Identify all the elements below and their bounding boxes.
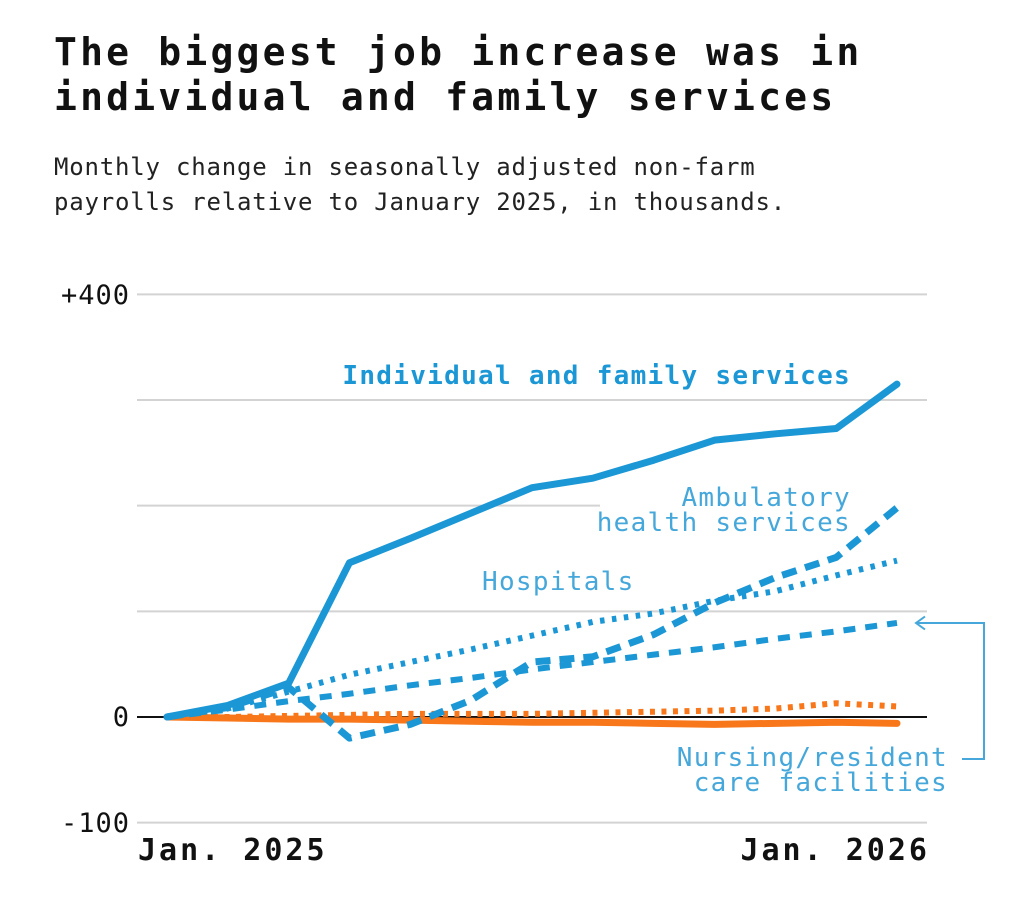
series-line-orange_solid bbox=[163, 713, 901, 728]
series-label-hospitals: Hospitals bbox=[482, 567, 635, 597]
annotation-connector-line bbox=[916, 622, 985, 760]
y-axis-tick-0: 0 bbox=[112, 702, 130, 733]
series-label-ambulatory-line1: Ambulatory bbox=[681, 483, 851, 513]
series-line-ambulatory bbox=[166, 505, 900, 742]
series-label-individual-family-services: Individual and family services bbox=[342, 361, 851, 391]
annotation-arrowhead-icon bbox=[914, 615, 926, 631]
chart-title: The biggest job increase was in individu… bbox=[54, 30, 862, 120]
series-label-nursing-line1: Nursing/resident bbox=[676, 743, 948, 773]
series-label-ambulatory-line2: health services bbox=[596, 508, 851, 538]
y-axis-tick-400: +400 bbox=[60, 280, 130, 311]
chart-subtitle-line2: payrolls relative to January 2025, in th… bbox=[54, 188, 786, 216]
chart-title-line1: The biggest job increase was in bbox=[54, 30, 863, 74]
series-line-hospitals bbox=[166, 557, 898, 720]
chart-subtitle: Monthly change in seasonally adjusted no… bbox=[54, 150, 786, 220]
series-line-individual bbox=[163, 380, 901, 721]
x-axis-tick-jan-2025: Jan. 2025 bbox=[138, 833, 328, 868]
chart-title-line2: individual and family services bbox=[54, 75, 837, 119]
series-label-ambulatory-health-services: Ambulatory health services bbox=[596, 483, 851, 538]
series-lines-layer bbox=[163, 380, 901, 742]
nursing-annotation-connector bbox=[914, 615, 985, 760]
x-axis-tick-jan-2026: Jan. 2026 bbox=[740, 833, 930, 868]
series-label-nursing-resident-care: Nursing/resident care facilities bbox=[676, 743, 948, 798]
series-label-nursing-line2: care facilities bbox=[693, 768, 948, 798]
y-axis-tick-minus100: -100 bbox=[60, 808, 130, 839]
chart-subtitle-line1: Monthly change in seasonally adjusted no… bbox=[54, 153, 756, 181]
